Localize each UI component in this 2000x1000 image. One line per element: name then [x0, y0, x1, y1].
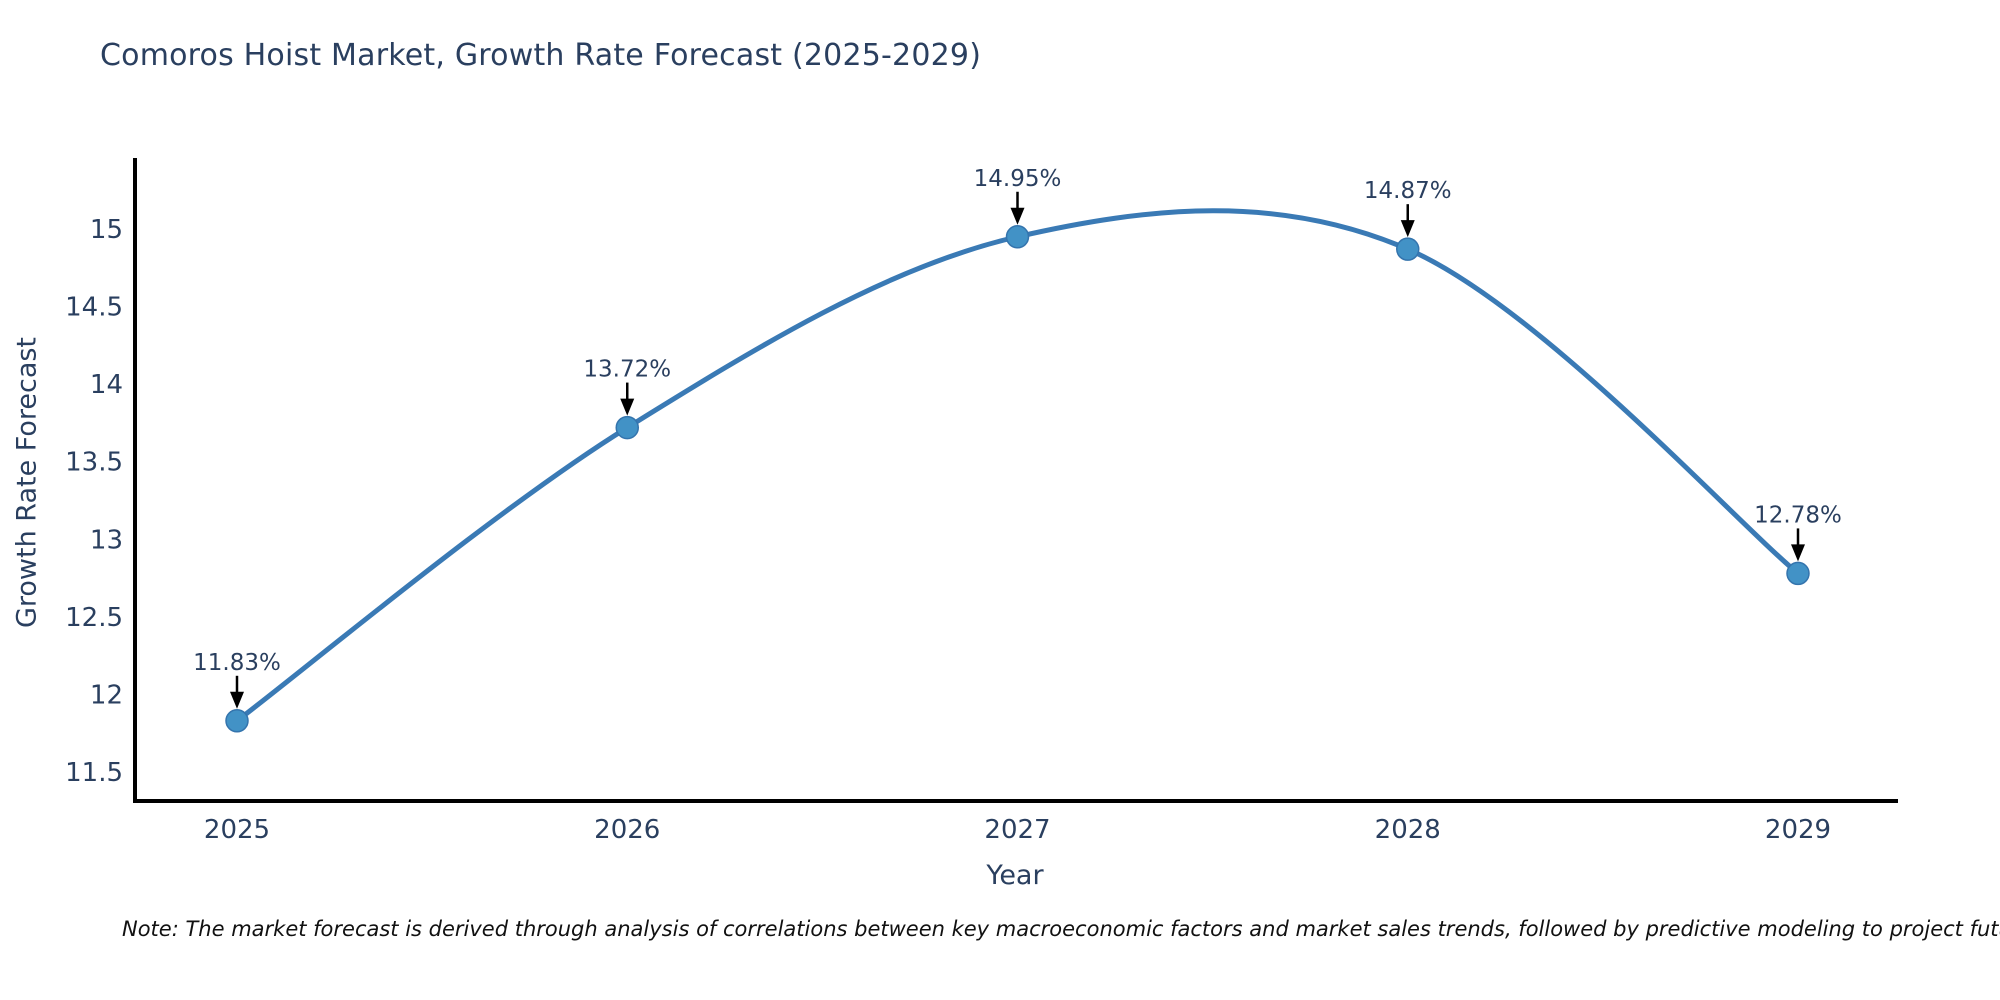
annotation-label: 13.72% — [583, 357, 671, 383]
annotation-arrowhead-icon — [1400, 220, 1415, 238]
annotation-arrowhead-icon — [620, 398, 635, 416]
data-point[interactable] — [1786, 561, 1810, 586]
annotation-arrowhead-icon — [1791, 544, 1805, 562]
x-tick-label: 2025 — [204, 815, 270, 845]
annotation-layer: 11.83% 13.72% 14.95% 14.87% 12.78% — [193, 166, 1842, 709]
y-tick-label: 13 — [90, 525, 123, 555]
tick-label-layer: 11.5 12 12.5 13 13.5 14 14.5 15 2025 2026 2027 2028… — [65, 215, 1831, 845]
chart-title: Comoros Hoist Market, Growth Rate Foreca… — [100, 38, 982, 73]
line-series-layer — [225, 208, 1810, 733]
y-axis-title: Growth Rate Forecast — [11, 336, 43, 629]
x-tick-label: 2027 — [984, 815, 1050, 845]
y-tick-label: 14.5 — [65, 293, 123, 323]
annotation-label: 14.87% — [1364, 178, 1452, 204]
x-tick-label: 2029 — [1765, 815, 1831, 845]
data-point[interactable] — [225, 709, 249, 733]
annotation-arrowhead-icon — [1010, 207, 1025, 225]
x-tick-label: 2026 — [594, 815, 660, 845]
forecast-line — [234, 208, 1801, 724]
annotation-label: 14.95% — [974, 166, 1062, 192]
annotation-arrowhead-icon — [230, 691, 244, 709]
data-point[interactable] — [1396, 237, 1420, 261]
data-point[interactable] — [1005, 225, 1030, 249]
y-tick-label: 15 — [90, 215, 123, 245]
y-tick-label: 14 — [90, 370, 123, 400]
x-axis-title: Year — [986, 860, 1044, 891]
data-point[interactable] — [615, 415, 639, 440]
footnote: Note: The market forecast is derived thr… — [122, 917, 2000, 941]
axes-layer — [133, 158, 1898, 803]
annotation-label: 12.78% — [1754, 502, 1842, 528]
x-tick-label: 2028 — [1375, 815, 1441, 845]
annotation-label: 11.83% — [193, 650, 281, 676]
y-tick-label: 12.5 — [65, 603, 123, 633]
y-tick-label: 12 — [90, 680, 123, 710]
y-tick-label: 11.5 — [65, 758, 123, 788]
y-tick-label: 13.5 — [65, 448, 123, 478]
